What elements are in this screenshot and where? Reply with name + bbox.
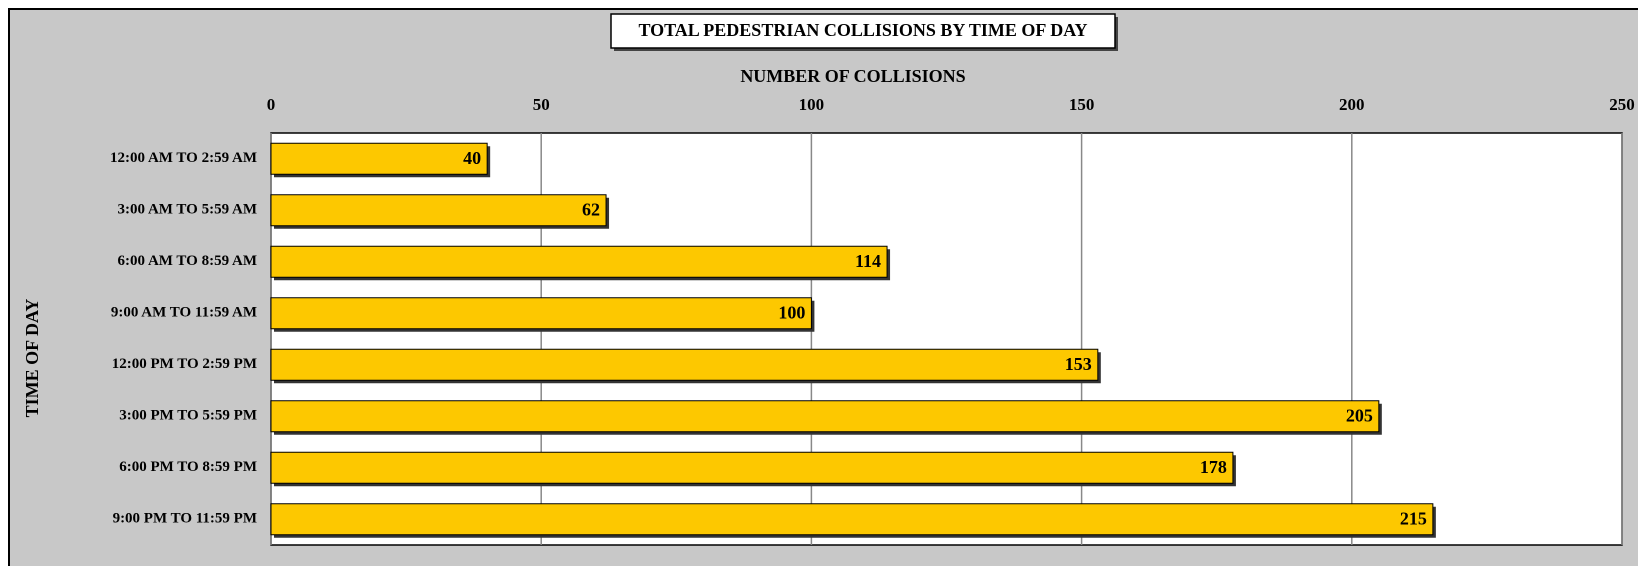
y-tick-label: 12:00 PM TO 2:59 PM xyxy=(112,356,257,372)
y-tick-label: 12:00 AM TO 2:59 AM xyxy=(110,150,257,166)
data-label: 114 xyxy=(855,251,881,271)
bar xyxy=(270,142,488,175)
x-tick-label: 0 xyxy=(267,95,276,114)
bar xyxy=(270,245,888,278)
x-tick-label: 50 xyxy=(533,95,550,114)
data-label: 215 xyxy=(1400,508,1427,528)
y-tick-label: 3:00 AM TO 5:59 AM xyxy=(118,202,257,218)
x-tick-label: 150 xyxy=(1069,95,1095,114)
y-tick-label: 9:00 AM TO 11:59 AM xyxy=(111,305,257,321)
y-tick-label: 6:00 AM TO 8:59 AM xyxy=(118,253,257,269)
bar xyxy=(270,400,1380,433)
data-label: 178 xyxy=(1200,457,1227,477)
bar xyxy=(270,297,812,330)
data-label: 153 xyxy=(1065,354,1092,374)
data-label: 62 xyxy=(582,199,600,219)
bar xyxy=(270,348,1099,381)
data-label: 100 xyxy=(778,302,805,322)
bar xyxy=(270,503,1434,536)
y-tick-label: 6:00 PM TO 8:59 PM xyxy=(119,459,257,475)
y-tick-label: 9:00 PM TO 11:59 PM xyxy=(113,511,257,527)
title-box xyxy=(610,13,1116,49)
y-tick-label: 3:00 PM TO 5:59 PM xyxy=(119,408,257,424)
bar xyxy=(270,451,1234,484)
bar xyxy=(270,194,607,227)
x-tick-label: 200 xyxy=(1339,95,1365,114)
y-axis-label: TIME OF DAY xyxy=(22,299,42,418)
data-label: 205 xyxy=(1346,405,1373,425)
x-tick-label: 250 xyxy=(1609,95,1635,114)
x-axis-label: NUMBER OF COLLISIONS xyxy=(740,66,965,86)
chart-title: TOTAL PEDESTRIAN COLLISIONS BY TIME OF D… xyxy=(638,20,1087,40)
x-tick-label: 100 xyxy=(799,95,825,114)
data-label: 40 xyxy=(463,148,481,168)
